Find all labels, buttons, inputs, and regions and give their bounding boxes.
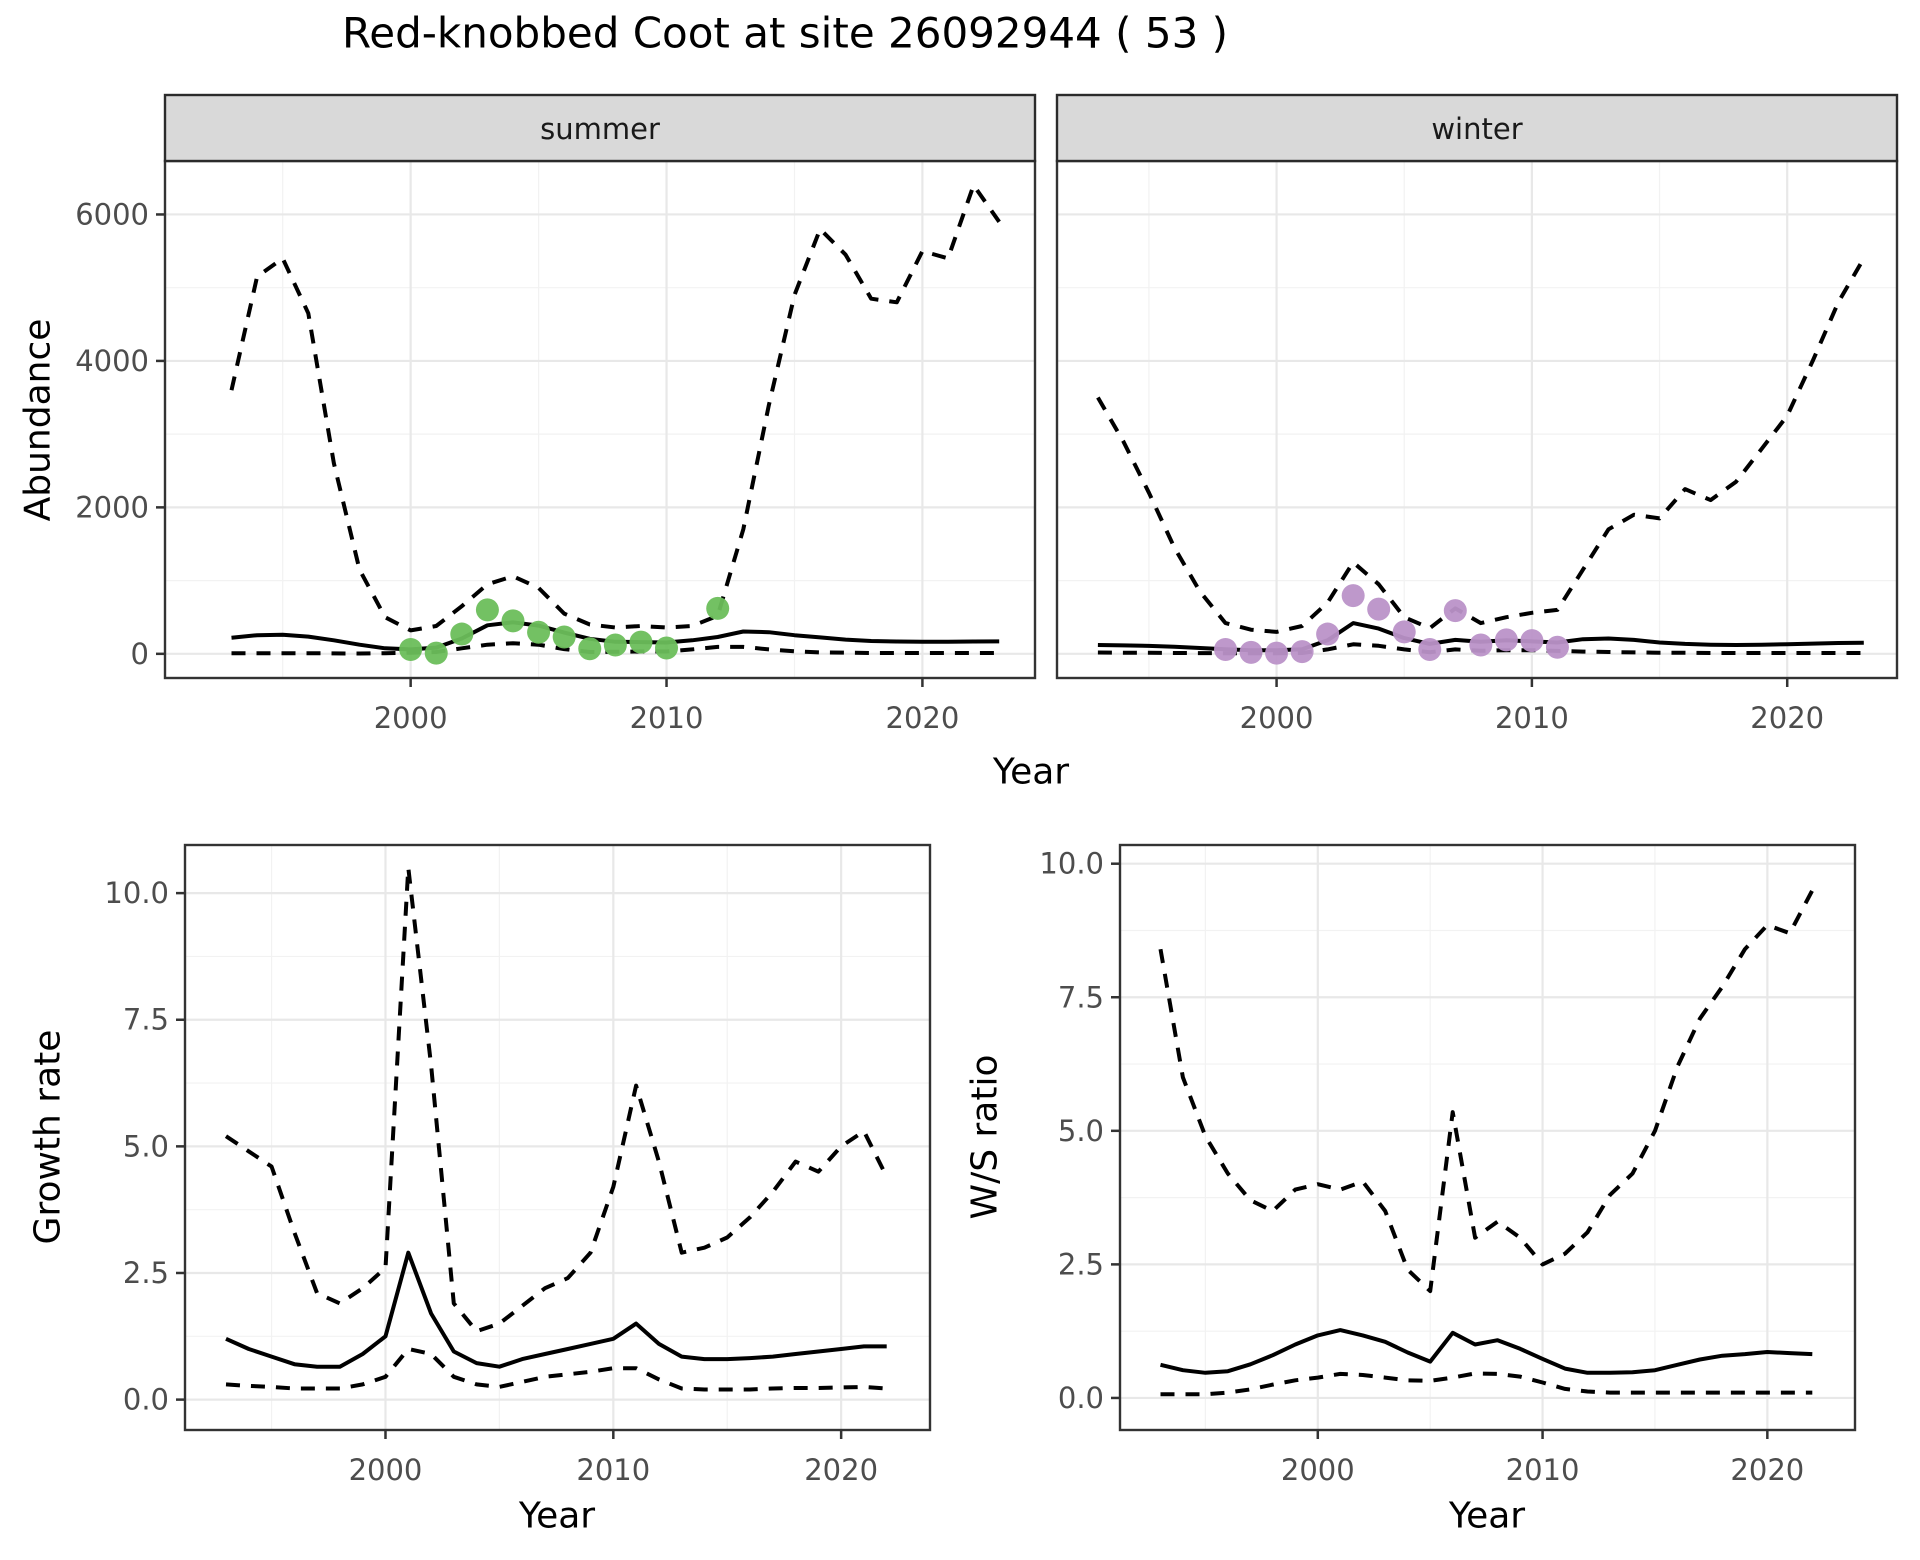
growth-rate-lower-ci-line	[225, 1347, 887, 1392]
growth-rate-estimate-line	[225, 1250, 887, 1369]
y-tick-label: 5.0	[123, 1129, 169, 1163]
abundance-winter-panel: winter 2000 2010 2020	[1055, 93, 1899, 735]
x-axis-ticks: 2000 2010 2020	[1281, 1430, 1804, 1487]
panel-background	[165, 161, 1035, 678]
observation-point	[501, 609, 525, 633]
observation-point	[1316, 622, 1340, 646]
observation-point	[1367, 597, 1391, 621]
observation-point	[552, 625, 576, 649]
observation-point	[629, 630, 653, 654]
y-axis-ticks: 0.0 2.5 5.0 7.5 10.0	[104, 876, 185, 1417]
observation-point	[1418, 637, 1442, 661]
observation-point	[1469, 633, 1493, 657]
y-axis-title-growth-rate: Growth rate	[27, 1029, 69, 1245]
y-tick-label: 7.5	[1058, 980, 1104, 1014]
y-tick-label: 4000	[75, 344, 149, 378]
abundance-summer-upper-ci-line	[229, 183, 1001, 633]
x-axis-ticks: 2000 2010 2020	[1240, 678, 1824, 735]
facet-label: winter	[1431, 112, 1522, 146]
x-axis-ticks: 2000 2010 2020	[349, 1430, 878, 1487]
observation-point	[475, 598, 499, 622]
x-tick-label: 2010	[1506, 1453, 1580, 1487]
series-group	[229, 183, 1001, 665]
y-tick-label: 7.5	[123, 1003, 169, 1037]
series-group	[224, 865, 889, 1392]
series-group	[1158, 889, 1815, 1397]
x-tick-label: 2010	[630, 701, 704, 735]
observation-point	[706, 596, 730, 620]
observation-point	[527, 620, 551, 644]
y-tick-label: 5.0	[1058, 1114, 1104, 1148]
x-tick-label: 2000	[349, 1453, 423, 1487]
observation-point	[655, 636, 679, 660]
y-axis-title-ws-ratio: W/S ratio	[964, 1054, 1006, 1220]
abundance-summer-observations	[399, 596, 730, 665]
x-tick-label: 2000	[1281, 1453, 1355, 1487]
x-tick-label: 2020	[886, 701, 960, 735]
observation-point	[1545, 635, 1569, 659]
x-tick-label: 2000	[1240, 701, 1314, 735]
abundance-winter-observations	[1214, 584, 1569, 665]
x-tick-label: 2020	[804, 1453, 878, 1487]
observation-point	[1214, 637, 1238, 661]
panel-border	[183, 843, 932, 1432]
observation-point	[578, 637, 602, 661]
observation-point	[603, 633, 627, 657]
observation-point	[1392, 620, 1416, 644]
facet-strip	[1055, 93, 1899, 163]
observation-point	[1443, 599, 1467, 623]
y-tick-label: 10.0	[104, 876, 169, 910]
plot-title: Red-knobbed Coot at site 26092944 ( 53 )	[341, 8, 1229, 58]
panel-background	[185, 845, 930, 1430]
y-tick-label: 0.0	[123, 1383, 169, 1417]
x-axis-title-year-bottom-left: Year	[518, 1495, 596, 1537]
observation-point	[1520, 629, 1544, 653]
y-tick-label: 2.5	[123, 1256, 169, 1290]
growth-rate-panel: 2000 2010 2020 0.0 2.5 5.0 7.5 10.0	[104, 843, 932, 1487]
panel-background	[1057, 161, 1897, 678]
panel-background	[1120, 845, 1855, 1430]
facet-label: summer	[540, 112, 660, 146]
x-axis-title-year-top: Year	[992, 751, 1070, 793]
abundance-summer-panel: summer 2000 2010 2020 0 2000 4000 6000	[75, 93, 1037, 735]
x-tick-label: 2000	[374, 701, 448, 735]
y-axis-ticks: 0.0 2.5 5.0 7.5 10.0	[1039, 847, 1120, 1415]
x-tick-label: 2020	[1730, 1453, 1804, 1487]
x-tick-label: 2010	[1495, 701, 1569, 735]
ws-ratio-panel: 2000 2010 2020 0.0 2.5 5.0 7.5 10.0	[1039, 843, 1857, 1487]
y-axis-ticks: 0 2000 4000 6000	[75, 197, 165, 671]
gridlines	[1120, 845, 1855, 1430]
y-tick-label: 10.0	[1039, 847, 1104, 881]
observation-point	[1239, 640, 1263, 664]
y-axis-title-abundance: Abundance	[17, 318, 59, 522]
x-axis-ticks: 2000 2010 2020	[374, 678, 960, 735]
x-tick-label: 2010	[576, 1453, 650, 1487]
gridlines	[1057, 161, 1897, 678]
observation-point	[450, 622, 474, 646]
y-tick-label: 6000	[75, 197, 149, 231]
series-group	[1096, 257, 1866, 665]
observation-point	[1341, 584, 1365, 608]
facet-strip	[163, 93, 1037, 163]
observation-point	[1494, 628, 1518, 652]
ws-ratio-lower-ci-line	[1160, 1371, 1813, 1397]
observation-point	[424, 641, 448, 665]
x-axis-title-year-bottom-right: Year	[1448, 1495, 1526, 1537]
observation-point	[399, 637, 423, 661]
panel-border	[1118, 843, 1857, 1432]
x-tick-label: 2020	[1750, 701, 1824, 735]
growth-rate-upper-ci-line	[224, 865, 889, 1334]
observation-point	[1290, 640, 1314, 664]
y-tick-label: 2.5	[1058, 1247, 1104, 1281]
ws-ratio-estimate-line	[1160, 1328, 1813, 1375]
observation-point	[1265, 641, 1289, 665]
y-tick-label: 0	[131, 637, 149, 671]
y-tick-label: 2000	[75, 490, 149, 524]
abundance-winter-upper-ci-line	[1096, 257, 1866, 634]
ws-ratio-upper-ci-line	[1158, 889, 1815, 1294]
y-tick-label: 0.0	[1058, 1381, 1104, 1415]
